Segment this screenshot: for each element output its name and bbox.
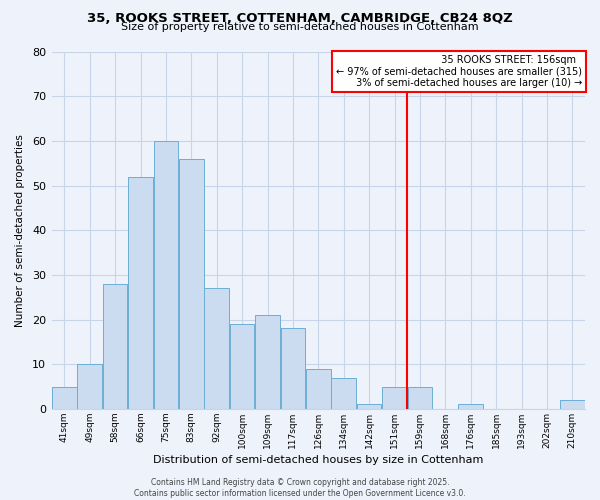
X-axis label: Distribution of semi-detached houses by size in Cottenham: Distribution of semi-detached houses by … bbox=[153, 455, 484, 465]
Bar bbox=[230, 324, 254, 409]
Text: Size of property relative to semi-detached houses in Cottenham: Size of property relative to semi-detach… bbox=[121, 22, 479, 32]
Bar bbox=[77, 364, 102, 409]
Text: 35, ROOKS STREET, COTTENHAM, CAMBRIDGE, CB24 8QZ: 35, ROOKS STREET, COTTENHAM, CAMBRIDGE, … bbox=[87, 12, 513, 26]
Bar bbox=[306, 368, 331, 409]
Bar bbox=[357, 404, 382, 409]
Bar bbox=[205, 288, 229, 409]
Bar bbox=[128, 176, 153, 409]
Bar bbox=[560, 400, 584, 409]
Bar bbox=[458, 404, 483, 409]
Bar bbox=[179, 158, 203, 409]
Bar bbox=[154, 141, 178, 409]
Text: 35 ROOKS STREET: 156sqm  
← 97% of semi-detached houses are smaller (315)
 3% of: 35 ROOKS STREET: 156sqm ← 97% of semi-de… bbox=[337, 55, 583, 88]
Bar bbox=[103, 284, 127, 409]
Y-axis label: Number of semi-detached properties: Number of semi-detached properties bbox=[15, 134, 25, 326]
Bar bbox=[331, 378, 356, 409]
Bar bbox=[52, 386, 77, 409]
Bar bbox=[407, 386, 432, 409]
Bar bbox=[255, 315, 280, 409]
Text: Contains HM Land Registry data © Crown copyright and database right 2025.
Contai: Contains HM Land Registry data © Crown c… bbox=[134, 478, 466, 498]
Bar bbox=[382, 386, 407, 409]
Bar bbox=[281, 328, 305, 409]
